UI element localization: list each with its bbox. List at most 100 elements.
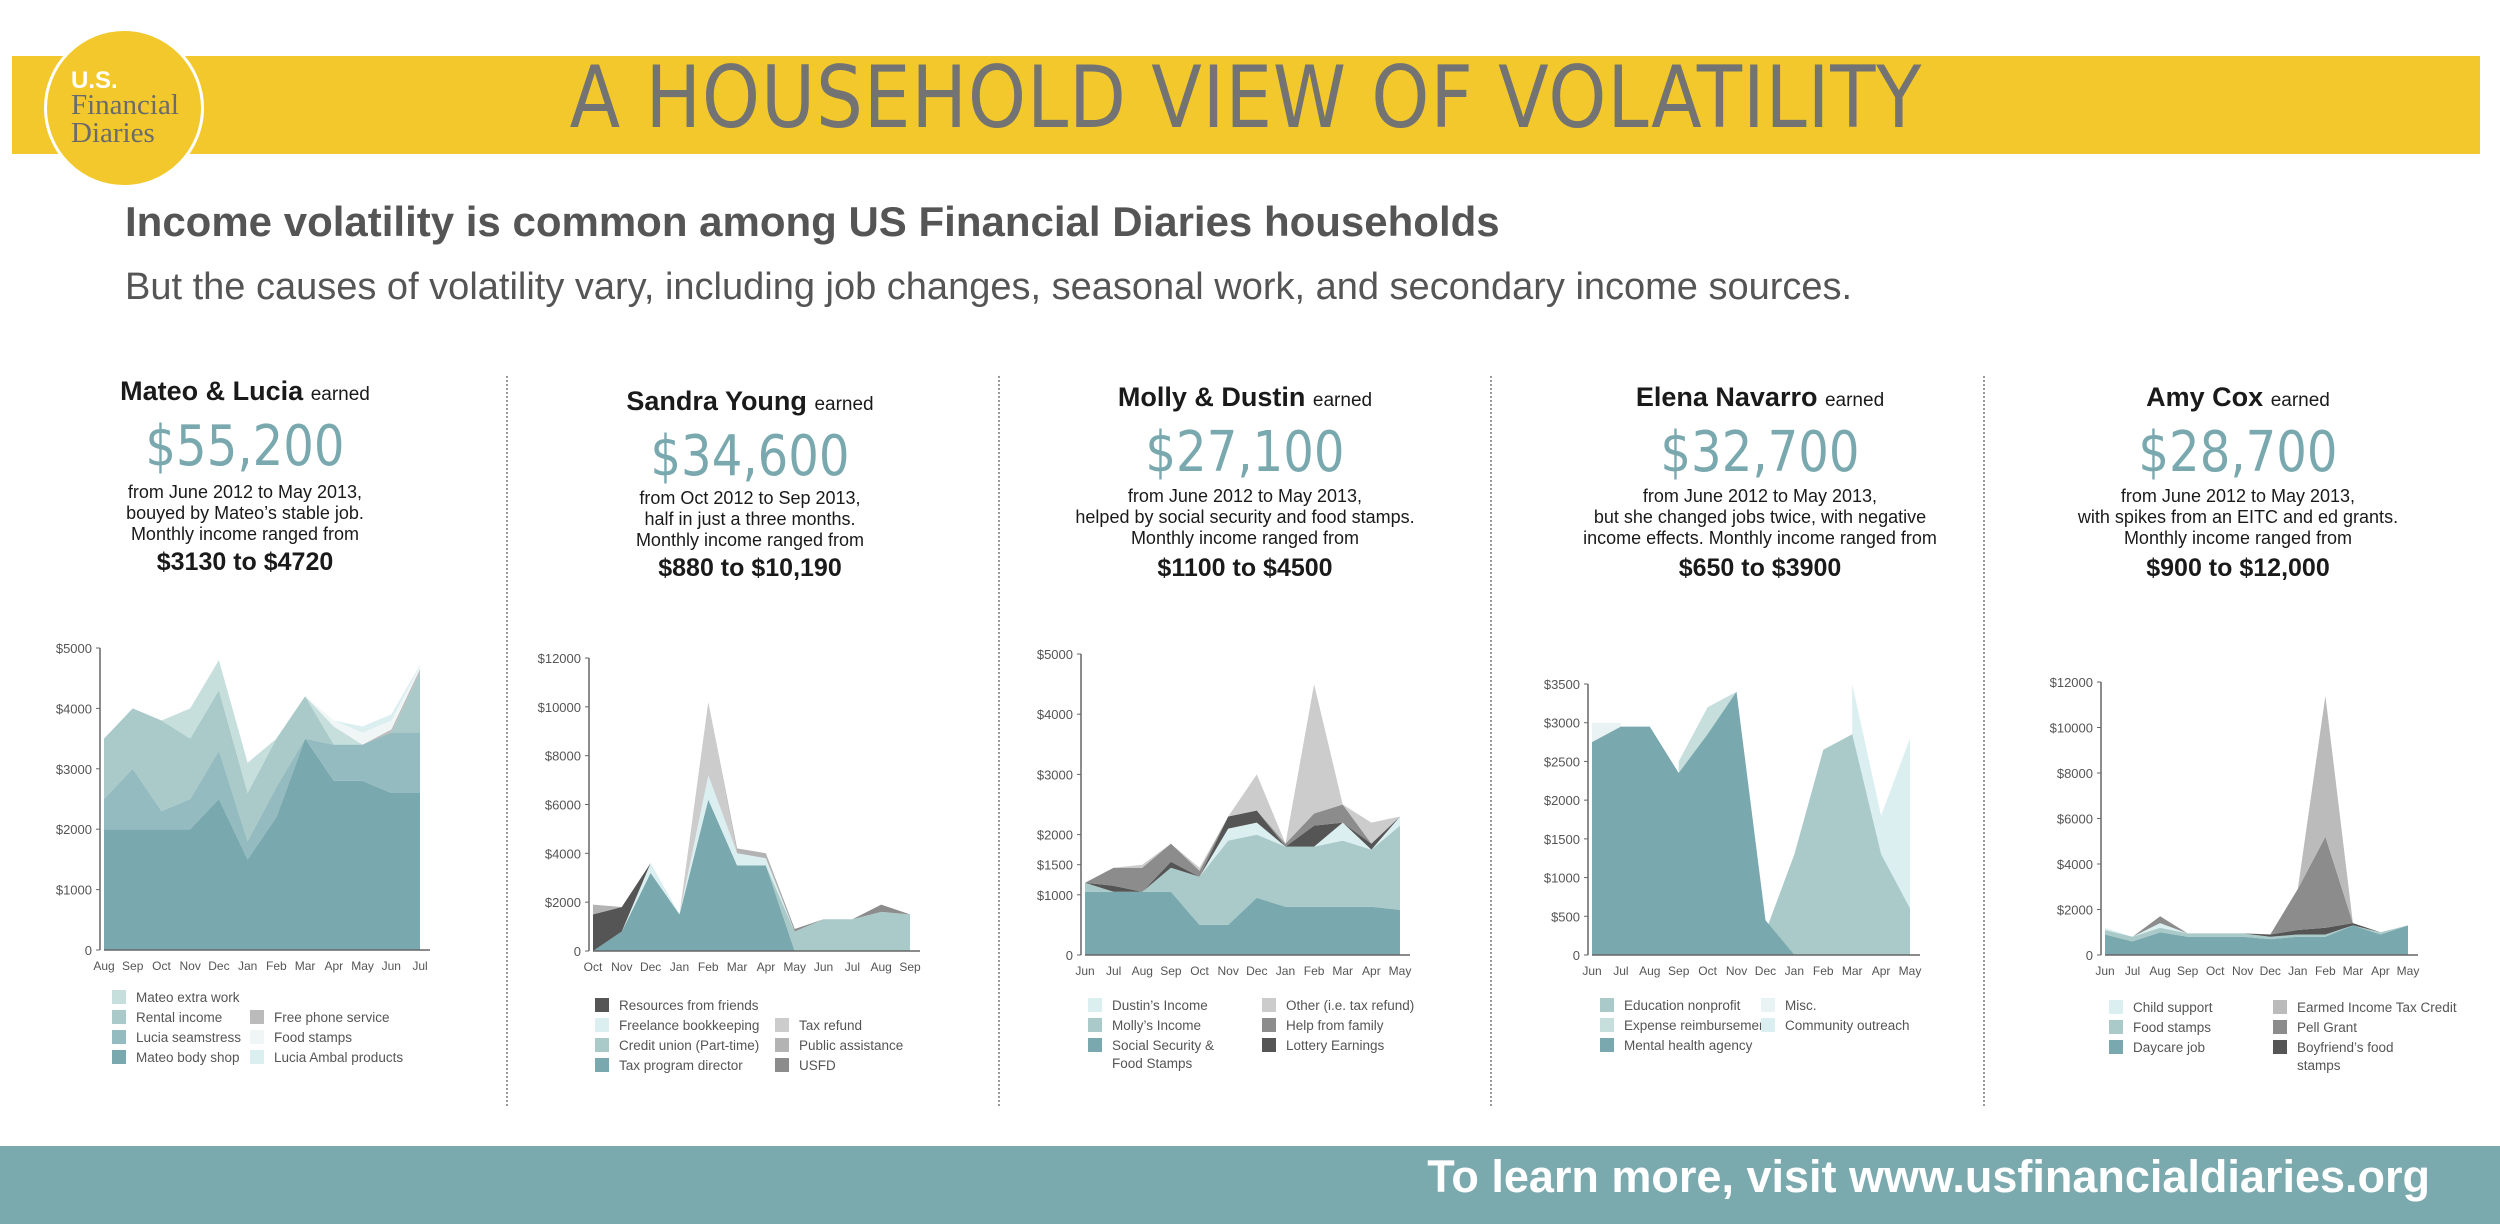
y-tick-label: $2000 xyxy=(545,895,581,910)
series-area-social-security-food-stamps xyxy=(1085,891,1400,955)
y-tick-label: $8000 xyxy=(2057,766,2093,781)
legend-label: Tax refund xyxy=(799,1018,862,1033)
y-tick-label: $6000 xyxy=(545,798,581,813)
series-area-child-support xyxy=(2105,923,2408,937)
x-tick-label: Sep xyxy=(1668,964,1690,978)
legend-swatch xyxy=(112,1010,126,1024)
x-tick-label: Mar xyxy=(295,959,316,973)
household-description: from June 2012 to May 2013, helped by so… xyxy=(1000,486,1490,549)
household-name-text: Amy Cox xyxy=(2146,382,2264,412)
household-description: from June 2012 to May 2013, with spikes … xyxy=(1993,486,2483,549)
y-tick-label: $1500 xyxy=(1544,832,1580,847)
earned-label: earned xyxy=(1312,390,1373,411)
legend-swatch xyxy=(1761,998,1775,1012)
y-tick-label: $2000 xyxy=(1544,793,1580,808)
legend-swatch xyxy=(775,1058,789,1072)
legend-label: Child support xyxy=(2133,1000,2213,1015)
x-tick-label: Dec xyxy=(1755,964,1776,978)
series-area-tax-program-director xyxy=(593,799,910,951)
x-tick-label: Jan xyxy=(1785,964,1804,978)
total-earned: $28,700 xyxy=(2138,420,2338,485)
series-area-mateo-body-shop xyxy=(104,738,420,950)
x-tick-label: Feb xyxy=(698,960,719,974)
legend-label: Other (i.e. tax refund) xyxy=(1286,998,1414,1013)
legend-swatch xyxy=(250,1010,264,1024)
panel-divider xyxy=(1983,376,1985,1106)
desc-line-1: from Oct 2012 to Sep 2013, xyxy=(639,488,861,508)
legend-swatch xyxy=(1600,1018,1614,1032)
legend-label: Credit union (Part-time) xyxy=(619,1038,759,1053)
income-chart: 0 $500 $1000 $1500 $2000 $2500 $3000 $3500 Jun Ju… xyxy=(1544,677,1922,1053)
household-name-text: Molly & Dustin xyxy=(1117,382,1306,412)
legend-swatch xyxy=(2273,1040,2287,1054)
desc-line-2: but she changed jobs twice, with negativ… xyxy=(1593,507,1927,527)
x-tick-label: Mar xyxy=(1332,964,1353,978)
household-name-text: Mateo & Lucia xyxy=(120,376,304,406)
x-tick-label: Jul xyxy=(845,960,860,974)
x-tick-label: Aug xyxy=(2149,964,2170,978)
legend-label: Molly’s Income xyxy=(1112,1018,1201,1033)
x-tick-label: Sep xyxy=(122,959,144,973)
legend-label: Lottery Earnings xyxy=(1286,1038,1385,1053)
household-name: Elena Navarro earned xyxy=(1515,382,2005,413)
y-tick-label: 0 xyxy=(1066,948,1073,963)
series-area-education-nonprofit xyxy=(1765,734,1910,955)
y-tick-label: $3000 xyxy=(1037,767,1073,782)
legend-swatch xyxy=(2273,1020,2287,1034)
legend-swatch xyxy=(1088,998,1102,1012)
legend-swatch xyxy=(112,990,126,1004)
desc-line-1: from June 2012 to May 2013, xyxy=(1642,486,1878,506)
legend-swatch xyxy=(2273,1000,2287,1014)
total-earned: $55,200 xyxy=(145,414,345,479)
x-tick-label: Apr xyxy=(324,959,343,973)
x-tick-label: Apr xyxy=(757,960,776,974)
legend-label: Mateo body shop xyxy=(136,1050,240,1065)
y-tick-label: $3500 xyxy=(1544,677,1580,692)
x-tick-label: May xyxy=(351,959,374,973)
x-tick-label: May xyxy=(1899,964,1922,978)
x-tick-label: Feb xyxy=(2315,964,2336,978)
series-area-freelance-bookkeeping xyxy=(593,775,910,951)
legend-label: Help from family xyxy=(1286,1018,1384,1033)
x-tick-label: Jun xyxy=(814,960,833,974)
subheadline: But the causes of volatility vary, inclu… xyxy=(125,266,1853,308)
household-panel-5: Amy Cox earned $28,700 from June 2012 to… xyxy=(1993,370,2483,1120)
x-tick-label: Apr xyxy=(2371,964,2390,978)
y-tick-label: $5000 xyxy=(1037,647,1073,662)
income-range: $650 to $3900 xyxy=(1678,554,1842,582)
x-tick-label: Jan xyxy=(670,960,689,974)
logo: U.S. Financial Diaries xyxy=(44,28,204,188)
earned-label: earned xyxy=(1824,390,1885,411)
income-range: $880 to $10,190 xyxy=(658,554,842,582)
income-range: $1100 to $4500 xyxy=(1157,554,1333,582)
income-chart: 0 $2000 $4000 $6000 $8000 $10000 $12000 Oct Nov D… xyxy=(538,651,921,1073)
x-tick-label: Nov xyxy=(1726,964,1747,978)
learn-more-link[interactable]: To learn more, visit www.usfinancialdiar… xyxy=(1427,1151,2430,1202)
page-title: A HOUSEHOLD VIEW OF VOLATILITY xyxy=(569,48,1923,148)
legend-label: Community outreach xyxy=(1785,1018,1910,1033)
y-tick-label: $4000 xyxy=(1037,707,1073,722)
series-area-other-i-e-tax-refund- xyxy=(1085,684,1400,883)
series-area-dustin-s-income xyxy=(1085,816,1400,892)
legend-swatch xyxy=(1262,1038,1276,1052)
legend-label: Freelance bookkeeping xyxy=(619,1018,759,1033)
y-tick-label: $1000 xyxy=(56,883,92,898)
x-tick-label: Mar xyxy=(1842,964,1863,978)
desc-line-3: income effects. Monthly income ranged fr… xyxy=(1583,528,1937,548)
y-tick-label: $2500 xyxy=(1544,754,1580,769)
legend-swatch xyxy=(595,1058,609,1072)
earned-label: earned xyxy=(2270,390,2330,411)
x-tick-label: Jun xyxy=(2095,964,2114,978)
footer-bar: To learn more, visit www.usfinancialdiar… xyxy=(0,1146,2500,1224)
logo-line-2: Financial Diaries xyxy=(71,91,179,148)
x-tick-label: Jun xyxy=(1075,964,1094,978)
legend-label: Food stamps xyxy=(2133,1020,2211,1035)
desc-line-1: from June 2012 to May 2013, xyxy=(2120,486,2356,506)
y-tick-label: $8000 xyxy=(545,749,581,764)
legend-swatch xyxy=(2109,1020,2123,1034)
x-tick-label: Oct xyxy=(1190,964,1209,978)
series-area-lucia-seamstress xyxy=(104,732,420,860)
y-tick-label: $3000 xyxy=(56,762,92,777)
total-earned: $27,100 xyxy=(1145,420,1345,485)
legend-swatch xyxy=(250,1030,264,1044)
